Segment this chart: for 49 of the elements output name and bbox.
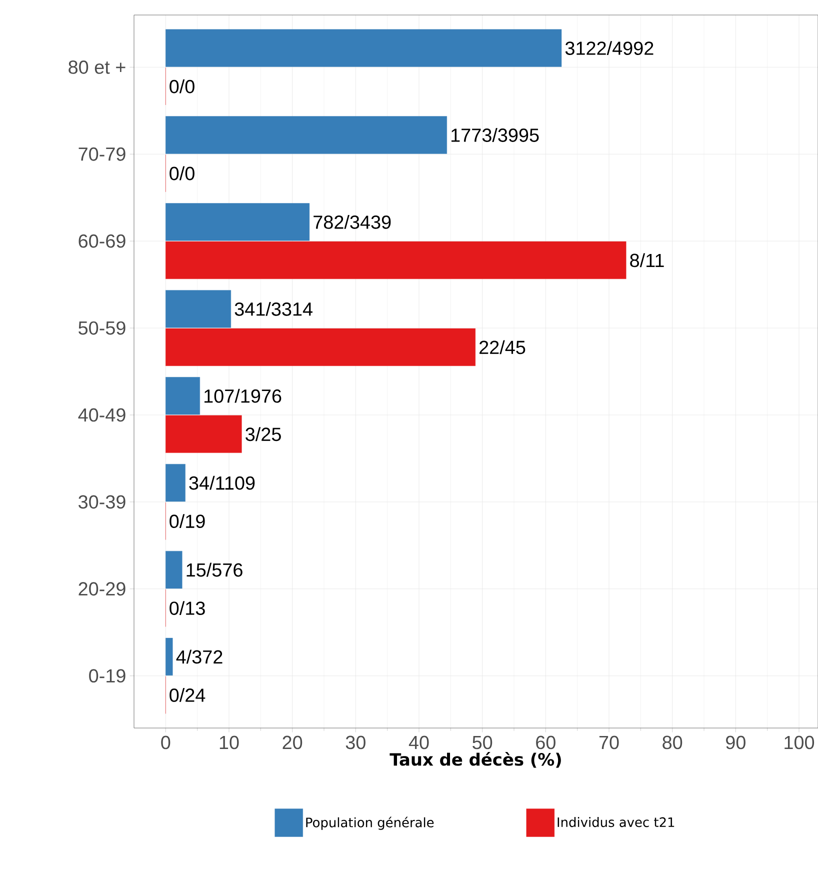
y-tick-label: 20-29 [78,582,126,596]
legend-label: Population générale [306,816,434,830]
y-tick-label: 40-49 [78,408,126,422]
data-label: 3/25 [246,427,281,442]
bar [166,415,242,453]
y-tick-label: 0-19 [89,669,126,683]
data-label: 0/0 [170,79,194,94]
bar [166,464,186,502]
data-label: 0/19 [170,514,205,528]
x-axis-title: Taux de décès (%) [390,752,561,768]
data-label: 3122/4992 [565,41,654,55]
y-tick-label: 60-69 [78,234,126,248]
data-label: 341/3314 [234,302,312,316]
y-tick-label: 80 et + [68,60,126,74]
data-label: 782/3439 [314,214,391,229]
x-tick-label: 70 [599,736,619,750]
x-tick-label: 20 [282,736,302,750]
x-tick-label: 40 [408,736,429,750]
bar [166,241,626,279]
data-label: 22/45 [480,340,526,354]
data-label: 0/13 [170,601,205,615]
bar [166,550,182,589]
data-label: 107/1976 [204,388,282,403]
data-label: 4/372 [176,650,222,664]
data-label: 8/11 [630,253,664,268]
x-tick-label: 30 [346,736,366,750]
y-tick-label: 30-39 [78,495,126,509]
bar [166,29,562,67]
y-tick-label: 50-59 [78,321,126,335]
bar [166,377,200,415]
x-tick-label: 0 [161,736,170,750]
x-tick-label: 80 [662,736,682,750]
data-label: 0/24 [170,688,206,702]
bar [166,328,476,366]
x-tick-label: 90 [726,736,746,750]
legend-label: Individus avec t21 [558,817,674,828]
bar [166,116,447,154]
data-label: 0/0 [170,166,194,180]
bar [166,290,231,328]
bar [166,638,173,676]
bar [166,203,310,241]
data-label: 1773/3995 [452,128,539,142]
y-tick-label: 70-79 [78,147,126,161]
x-tick-label: 10 [220,736,239,750]
data-label: 34/1109 [189,476,255,490]
x-tick-label: 100 [784,736,814,750]
x-tick-label: 60 [536,736,556,750]
x-tick-label: 50 [472,736,492,750]
data-label: 15/576 [186,562,242,577]
